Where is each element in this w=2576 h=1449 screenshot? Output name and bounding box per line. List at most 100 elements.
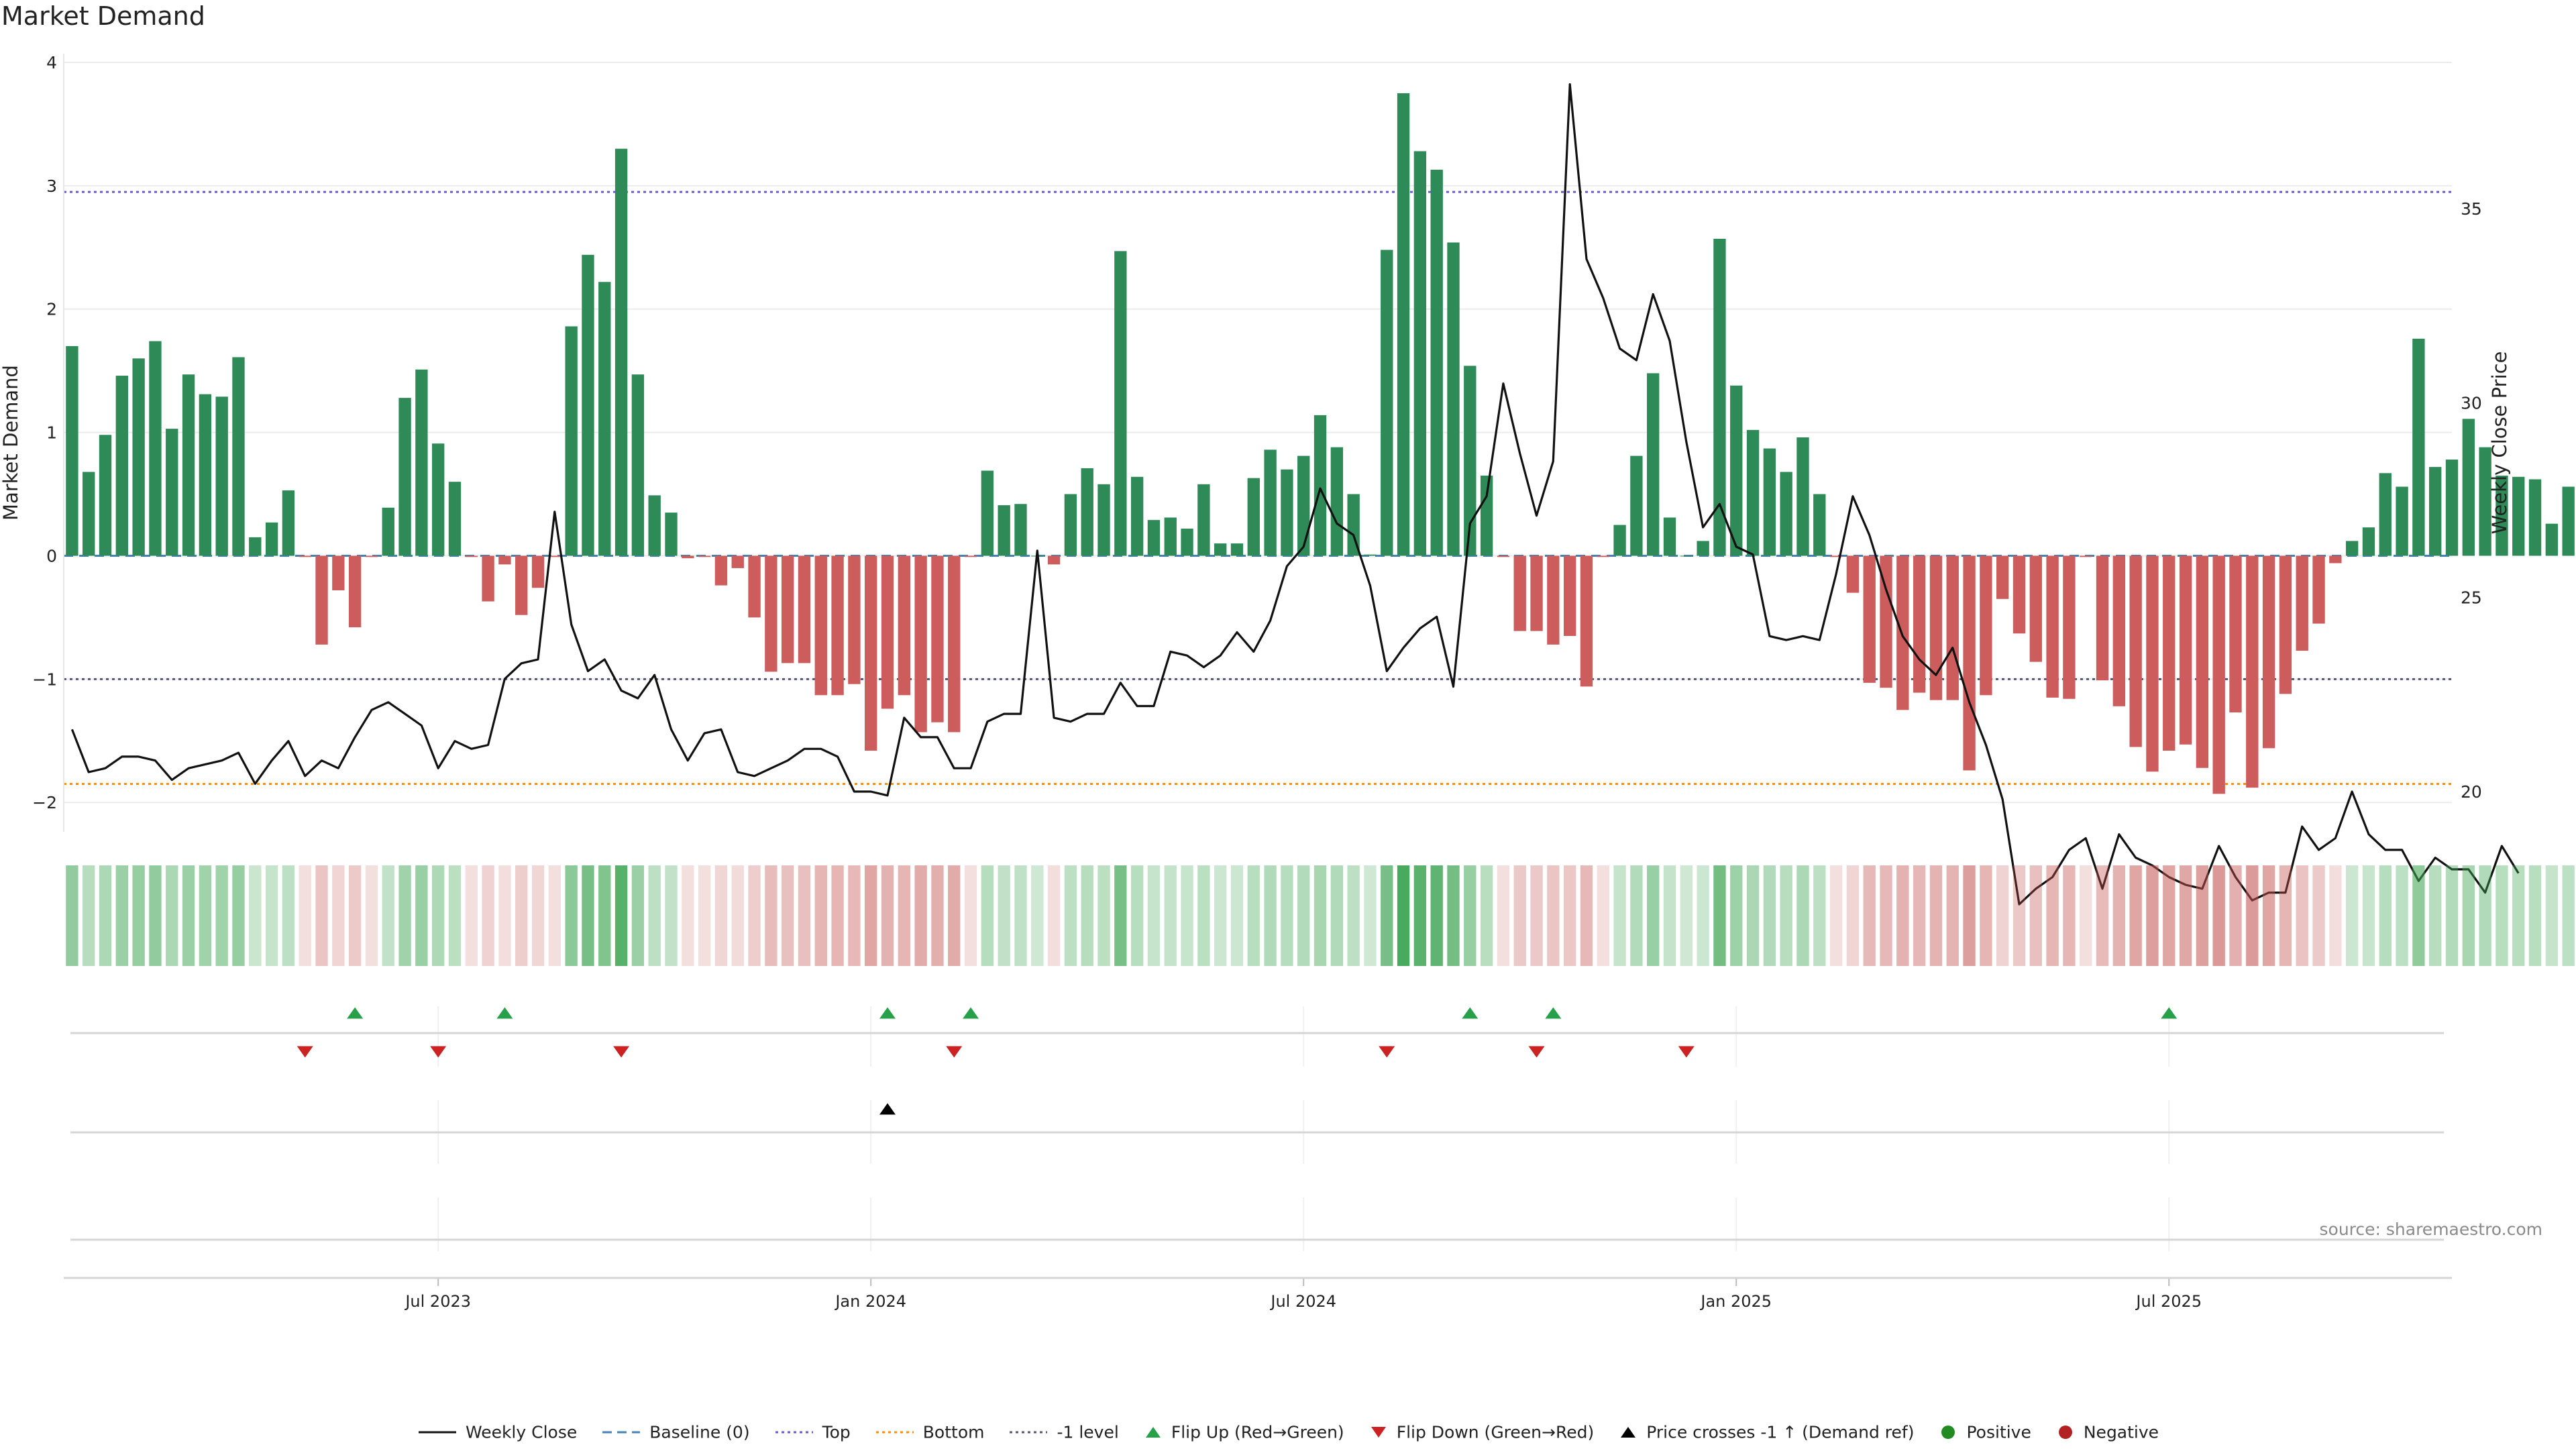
- flip-down-marker: [946, 1046, 963, 1058]
- demand-bar: [1014, 504, 1027, 556]
- demand-bar: [1746, 429, 1760, 556]
- demand-bar: [2246, 555, 2259, 788]
- heat-cell: [2362, 865, 2375, 966]
- demand-bar: [948, 555, 961, 733]
- demand-bar: [2196, 555, 2209, 768]
- demand-bar: [2496, 475, 2508, 556]
- demand-bar: [465, 555, 478, 557]
- demand-bar: [448, 482, 462, 556]
- demand-bar: [348, 555, 362, 628]
- demand-bar: [1464, 366, 1477, 556]
- demand-bar: [1480, 475, 1493, 556]
- heat-cell: [1247, 865, 1260, 966]
- heat-cell: [1946, 865, 1959, 966]
- legend-item: Bottom: [875, 1421, 984, 1442]
- chart-title: Market Demand: [1, 1, 205, 31]
- heat-cell: [365, 865, 378, 966]
- demand-bar: [2396, 486, 2408, 556]
- demand-bar: [1497, 555, 1510, 557]
- demand-bar: [365, 555, 378, 557]
- x-tick-label: Jan 2025: [1699, 1292, 1772, 1311]
- heat-cell: [1963, 865, 1976, 966]
- heat-cell: [1164, 865, 1177, 966]
- heat-cell: [2246, 865, 2259, 966]
- demand-bar: [1697, 541, 1709, 556]
- heat-cell: [215, 865, 228, 966]
- y2-tick-label: 25: [2461, 588, 2482, 607]
- legend-label: Price crosses -1 ↑ (Demand ref): [1646, 1422, 1915, 1442]
- heat-cell: [1663, 865, 1676, 966]
- heat-cell: [249, 865, 262, 966]
- heat-cell: [1796, 865, 1809, 966]
- demand-bar: [1513, 555, 1526, 631]
- demand-bar: [2296, 555, 2308, 651]
- demand-bar: [1147, 520, 1161, 556]
- demand-bar: [2462, 419, 2475, 556]
- heat-cell: [515, 865, 528, 966]
- heat-cell: [2545, 865, 2559, 966]
- demand-bar: [1447, 242, 1460, 556]
- heat-cell: [199, 865, 212, 966]
- demand-bar: [2545, 523, 2559, 556]
- heat-cell: [1530, 865, 1543, 966]
- demand-bar: [998, 505, 1010, 556]
- heat-cell: [1780, 865, 1792, 966]
- legend-symbol: [418, 1431, 456, 1434]
- demand-bar: [299, 555, 311, 557]
- demand-bar: [631, 374, 645, 556]
- demand-bar: [898, 555, 911, 696]
- demand-bar: [714, 555, 728, 586]
- demand-bar: [199, 394, 212, 556]
- demand-bar: [1114, 251, 1127, 556]
- heat-cell: [981, 865, 994, 966]
- heat-cell: [2080, 865, 2092, 966]
- demand-bar: [166, 429, 178, 556]
- heat-cell: [548, 865, 561, 966]
- legend-symbol: [602, 1431, 641, 1434]
- reference-lines: [64, 191, 2452, 786]
- heat-cell: [582, 865, 594, 966]
- demand-bar: [2512, 476, 2525, 556]
- legend-item: Negative: [2055, 1421, 2159, 1442]
- demand-bar: [1663, 517, 1676, 556]
- demand-bar: [1896, 555, 1909, 710]
- heat-cell: [1913, 865, 1926, 966]
- heat-cell: [182, 865, 195, 966]
- heat-cell: [2296, 865, 2308, 966]
- demand-bar: [2445, 460, 2459, 556]
- chart-legend: Weekly Close Baseline (0) Top Bottom -1 leve…: [0, 1421, 2576, 1442]
- demand-heat-strip: [66, 865, 2575, 966]
- y2-axis-title: Weekly Close Price: [2488, 352, 2511, 535]
- heat-cell: [115, 865, 129, 966]
- demand-bar: [2146, 555, 2159, 772]
- heat-cell: [2063, 865, 2076, 966]
- heat-cell: [1047, 865, 1061, 966]
- demand-bar: [814, 555, 827, 696]
- heat-cell: [2479, 865, 2491, 966]
- heat-cell: [2379, 865, 2392, 966]
- heat-cell: [2163, 865, 2176, 966]
- demand-bar: [232, 357, 245, 556]
- demand-bar: [1081, 468, 1093, 556]
- heat-cell: [2229, 865, 2242, 966]
- legend-symbol: [1145, 1426, 1161, 1438]
- heat-cell: [1730, 865, 1743, 966]
- heat-cell: [648, 865, 661, 966]
- demand-bar: [315, 555, 328, 645]
- demand-bar: [1397, 93, 1410, 556]
- demand-bar: [2429, 467, 2442, 556]
- heat-cell: [2496, 865, 2508, 966]
- demand-bar: [249, 537, 262, 556]
- heat-cell: [1347, 865, 1360, 966]
- heat-cell: [348, 865, 362, 966]
- flip-down-marker: [430, 1046, 447, 1058]
- heat-cell: [2412, 865, 2425, 966]
- heat-cell: [282, 865, 295, 966]
- heat-cell: [881, 865, 894, 966]
- heat-cell: [2528, 865, 2542, 966]
- heat-cell: [132, 865, 145, 966]
- demand-bar: [115, 376, 129, 556]
- heat-cell: [448, 865, 462, 966]
- flip-down-marker: [613, 1046, 630, 1058]
- demand-bar: [765, 555, 777, 672]
